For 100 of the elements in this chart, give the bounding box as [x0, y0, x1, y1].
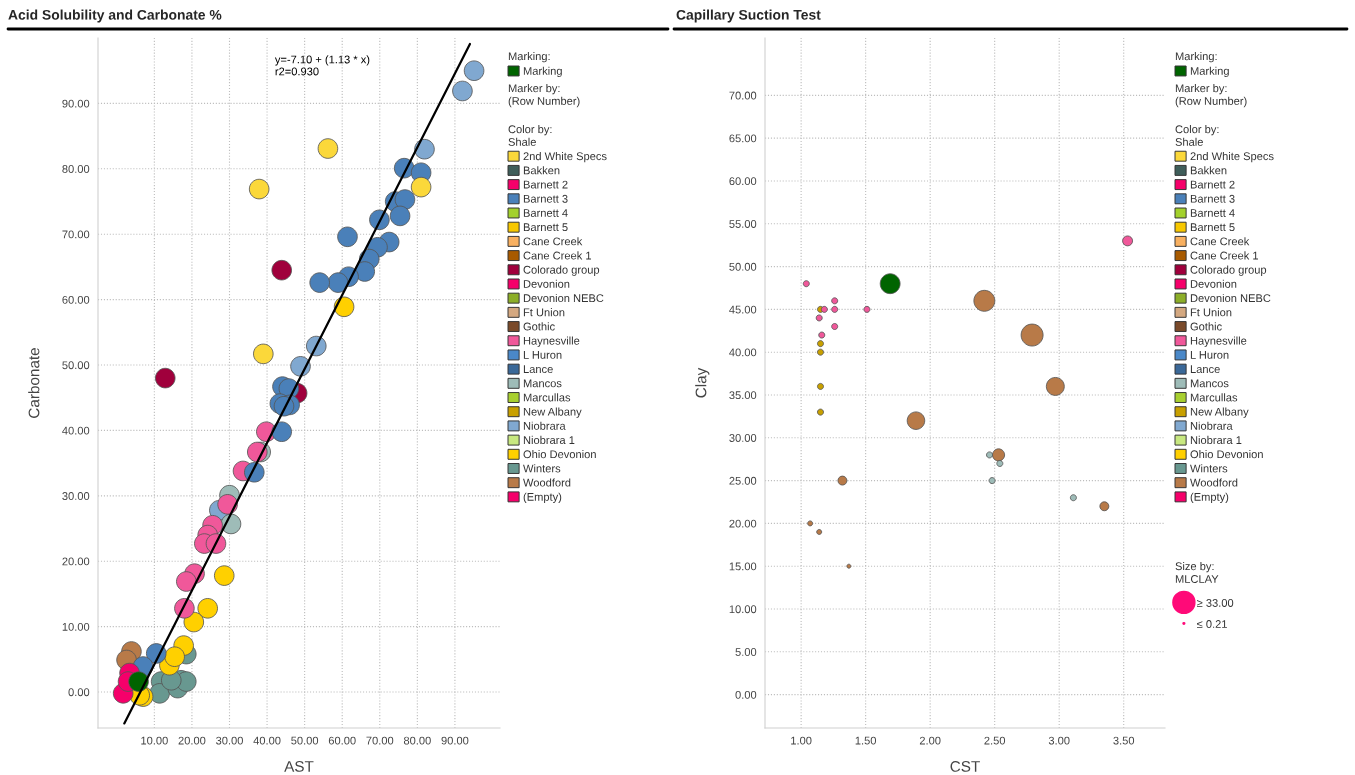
legend-label: Cane Creek 1	[523, 251, 592, 260]
legend-label: Winters	[1190, 464, 1228, 473]
legend-label: Cane Creek	[523, 237, 583, 246]
x-tick-label: 3.50	[1113, 736, 1135, 745]
legend-label: (Empty)	[1190, 492, 1229, 503]
x-tick-label: 2.00	[919, 736, 941, 745]
y-tick-label: 15.00	[729, 562, 757, 571]
legend-label: Barnett 2	[523, 180, 568, 189]
legend-label: Barnett 3	[1190, 194, 1235, 203]
legend-label: Winters	[523, 464, 561, 473]
legend-label: New Albany	[523, 407, 582, 418]
legend-label: Barnett 5	[523, 223, 568, 232]
legend-label: Cane Creek	[1190, 237, 1250, 246]
y-tick-label: 50.00	[729, 262, 757, 271]
y-tick-label: 70.00	[62, 230, 90, 239]
legend-label: Niobrara	[523, 421, 566, 430]
legend-label: Devonion	[1190, 279, 1237, 288]
legend-label: Ohio Devonion	[523, 450, 596, 459]
y-tick-label: 10.00	[729, 605, 757, 614]
y-tick-label: 45.00	[729, 305, 757, 314]
legend-label: Niobrara	[1190, 421, 1233, 430]
legend-label: Lance	[1190, 365, 1220, 374]
legend-label: Barnett 5	[1190, 223, 1235, 232]
y-axis-title: Carbonate	[28, 348, 40, 418]
x-tick-label: 50.00	[291, 736, 319, 745]
legend-label: Gothic	[523, 322, 555, 331]
text: Size by: MLCLAY	[1175, 562, 1219, 583]
legend-label: Colorado group	[523, 265, 600, 276]
y-tick-label: 70.00	[729, 91, 757, 100]
legend-label: Marking	[1190, 66, 1229, 78]
x-axis-title: CST	[950, 760, 980, 772]
y-tick-label: 60.00	[62, 295, 90, 304]
legend-label: Barnett 2	[1190, 180, 1235, 189]
legend-label: Niobrara 1	[1190, 435, 1242, 445]
y-tick-label: 35.00	[729, 391, 757, 400]
legend-label: L Huron	[523, 351, 562, 359]
legend-label: Cane Creek 1	[1190, 251, 1259, 260]
legend-title: Color by: Shale	[508, 125, 552, 146]
legend-label: (Empty)	[523, 492, 562, 503]
y-tick-label: 40.00	[729, 348, 757, 357]
text: Marking:	[508, 52, 550, 63]
y-tick-label: 20.00	[62, 557, 90, 566]
legend-label: Gothic	[1190, 322, 1222, 331]
legend-label: Woodford	[523, 478, 571, 487]
x-tick-label: 1.00	[791, 736, 812, 745]
legend-label: Colorado group	[1190, 265, 1267, 276]
y-tick-label: 90.00	[62, 99, 90, 108]
legend-label: Woodford	[1190, 478, 1238, 487]
legend-label: Marcullas	[1190, 393, 1238, 402]
chart-title: Acid Solubility and Carbonate %	[8, 9, 222, 23]
x-tick-label: 1.50	[855, 736, 877, 745]
y-tick-label: 5.00	[735, 648, 757, 656]
legend-label: L Huron	[1190, 351, 1229, 359]
x-axis-title: AST	[284, 760, 314, 772]
legend-label: Barnett 4	[1190, 209, 1235, 217]
y-tick-label: 80.00	[62, 165, 90, 173]
legend-label: Marking	[523, 66, 562, 78]
text: Marker by: (Row Number)	[508, 84, 580, 108]
text: Marker by: (Row Number)	[1175, 84, 1247, 108]
y-tick-label: 30.00	[729, 434, 757, 442]
legend-label: Niobrara 1	[523, 435, 575, 445]
y-tick-label: 20.00	[729, 519, 757, 528]
legend-label: Devonion NEBC	[1190, 293, 1271, 303]
y-tick-label: 65.00	[729, 134, 757, 143]
legend-label: Ft Union	[1190, 308, 1232, 317]
x-tick-label: 70.00	[366, 736, 394, 745]
annotation: y=-7.10 + (1.13 * x) r2=0.930	[274, 55, 370, 76]
legend-label: 2nd White Specs	[523, 151, 607, 163]
legend-label: Bakken	[523, 166, 560, 175]
legend-label: Ohio Devonion	[1190, 450, 1263, 459]
y-tick-label: 60.00	[729, 177, 757, 186]
legend-label: ≤ 0.21	[1197, 620, 1227, 628]
x-tick-label: 80.00	[403, 736, 431, 745]
x-tick-label: 40.00	[253, 736, 281, 745]
x-tick-label: 10.00	[141, 736, 168, 745]
x-tick-label: 3.00	[1048, 736, 1070, 745]
x-tick-label: 20.00	[178, 736, 206, 745]
legend-label: 2nd White Specs	[1190, 151, 1274, 163]
legend-label: Devonion NEBC	[523, 293, 604, 303]
legend-label: Mancos	[1190, 379, 1229, 388]
y-tick-label: 10.00	[62, 622, 90, 631]
legend-label: Marcullas	[523, 393, 571, 402]
legend-label: Bakken	[1190, 166, 1227, 175]
legend-label: Devonion	[523, 279, 570, 288]
legend-title: Color by: Shale	[1175, 125, 1219, 146]
y-tick-label: 25.00	[729, 476, 757, 485]
x-tick-label: 2.50	[984, 736, 1006, 745]
legend-label: Barnett 4	[523, 209, 568, 217]
y-tick-label: 55.00	[729, 220, 757, 228]
x-tick-label: 90.00	[441, 736, 469, 745]
legend-label: ≥ 33.00	[1197, 599, 1234, 607]
legend-label: Haynesville	[1190, 336, 1247, 347]
legend-label: New Albany	[1190, 407, 1249, 418]
y-axis-title: Clay	[695, 367, 710, 398]
legend-label: Lance	[523, 365, 553, 374]
legend-label: Barnett 3	[523, 194, 568, 203]
legend-label: Ft Union	[523, 308, 565, 317]
y-tick-label: 50.00	[62, 361, 90, 370]
y-tick-label: 0.00	[735, 690, 757, 699]
y-tick-label: 0.00	[68, 688, 90, 697]
